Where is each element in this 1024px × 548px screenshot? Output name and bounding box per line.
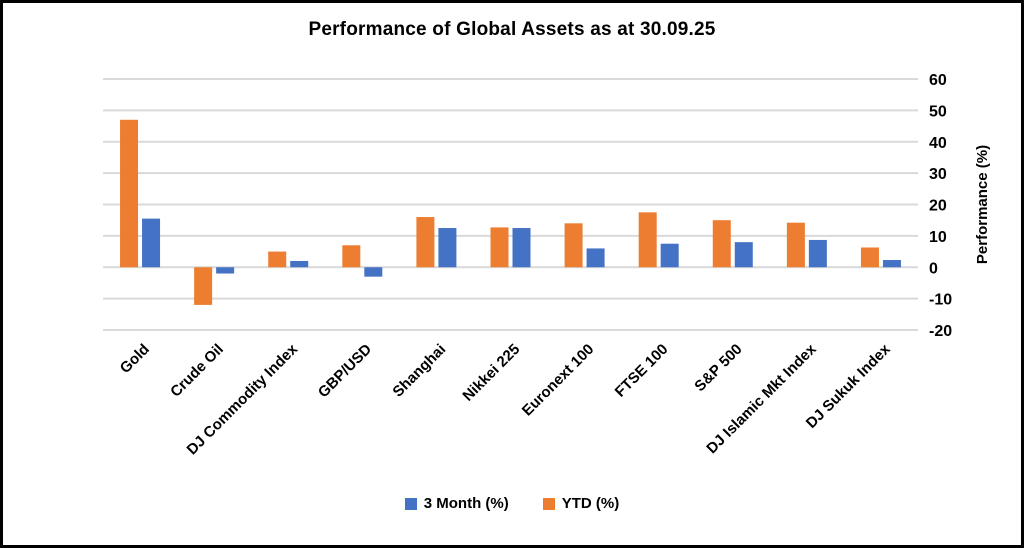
bar-ytd-gold	[120, 119, 139, 268]
bar-3month-dj-islamic-mkt-index	[808, 239, 827, 268]
legend-label-ytd: YTD (%)	[561, 495, 620, 512]
ytick-label-20: 20	[929, 198, 947, 215]
bar-ytd-s-p-500	[712, 220, 731, 268]
legend-swatch-ytd-icon	[542, 497, 555, 510]
ytick-label-60: 60	[929, 72, 947, 89]
bar-3month-ftse-100	[660, 243, 679, 268]
ytick-label-10: 10	[929, 229, 947, 246]
xtick-label-gold: Gold	[117, 341, 153, 377]
bar-3month-crude-oil	[216, 267, 235, 274]
bar-3month-dj-commodity-index	[290, 260, 309, 268]
ytick-label-40: 40	[929, 135, 947, 152]
bar-ytd-ftse-100	[638, 212, 657, 268]
bar-3month-nikkei-225	[512, 228, 531, 268]
ytick-label-0: 0	[929, 260, 938, 277]
xtick-label-ftse-100: FTSE 100	[612, 341, 672, 401]
legend-swatch-3-month-icon	[404, 497, 417, 510]
chart-legend: 3 Month (%) YTD (%)	[3, 495, 1021, 512]
legend-label-3-month: 3 Month (%)	[423, 495, 509, 512]
bar-3month-dj-sukuk-index	[882, 260, 901, 268]
bar-3month-s-p-500	[734, 242, 753, 268]
bar-3month-gbp-usd	[364, 267, 383, 277]
chart-title: Performance of Global Assets as at 30.09…	[308, 19, 716, 40]
y-axis-title: Performance (%)	[974, 145, 991, 264]
ytick-label--20: -20	[929, 323, 952, 340]
xtick-label-nikkei-225: Nikkei 225	[459, 341, 523, 405]
ytick-label--10: -10	[929, 292, 952, 309]
ytick-label-50: 50	[929, 103, 947, 120]
bar-ytd-shanghai	[416, 217, 435, 268]
xtick-label-crude-oil: Crude Oil	[167, 341, 227, 401]
bar-3month-euronext-100	[586, 248, 605, 268]
ytick-label-30: 30	[929, 166, 947, 183]
bar-ytd-dj-commodity-index	[268, 251, 287, 268]
xtick-label-gbp-usd: GBP/USD	[315, 341, 375, 401]
bar-ytd-dj-islamic-mkt-index	[786, 222, 805, 268]
bar-ytd-dj-sukuk-index	[860, 247, 879, 268]
bar-3month-shanghai	[438, 228, 457, 268]
xtick-label-s-p-500: S&P 500	[691, 341, 745, 395]
xtick-label-euronext-100: Euronext 100	[519, 341, 598, 420]
xtick-label-shanghai: Shanghai	[389, 341, 449, 401]
bar-chart-plot: 60 50 40 30 20 10 0 -10 -20 Performance (%) Gold Cr…	[103, 72, 991, 458]
legend-item-3-month: 3 Month (%)	[404, 495, 509, 512]
bar-ytd-euronext-100	[564, 223, 583, 268]
bar-ytd-gbp-usd	[342, 245, 361, 268]
bar-ytd-crude-oil	[194, 267, 213, 305]
bar-3month-gold	[142, 218, 161, 268]
legend-item-ytd: YTD (%)	[542, 495, 620, 512]
bar-ytd-nikkei-225	[490, 227, 509, 268]
